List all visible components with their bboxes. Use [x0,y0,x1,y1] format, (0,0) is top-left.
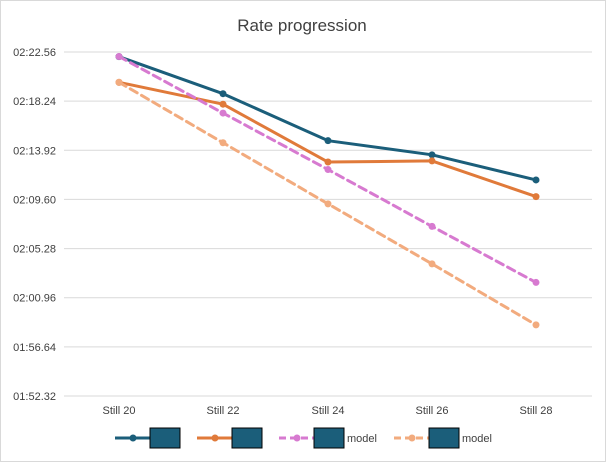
legend-swatch [149,427,181,449]
legend-marker [129,434,137,442]
data-point [324,158,332,166]
legend-label: model [347,433,377,445]
legend-entry [197,427,263,449]
y-tick-label: 02:00.96 [13,293,56,305]
data-point [428,151,436,159]
x-tick-label: Still 26 [415,405,448,417]
y-tick-label: 02:18.24 [13,96,56,108]
data-point [532,321,540,329]
data-point [324,166,332,174]
y-tick-label: 01:56.64 [13,342,56,354]
data-point [219,90,227,98]
x-tick-label: Still 22 [206,405,239,417]
data-point [324,137,332,145]
data-point [115,78,123,86]
data-point [324,200,332,208]
series-3 [115,52,540,286]
data-point [219,139,227,147]
legend-marker [293,434,301,442]
y-tick-label: 01:52.32 [13,391,56,403]
data-point [219,109,227,117]
x-tick-label: Still 24 [311,405,344,417]
data-point [428,157,436,165]
data-point [532,193,540,201]
legend-marker [211,434,219,442]
legend-swatch [428,427,460,449]
legend-entry [115,427,181,449]
data-point [115,52,123,60]
legend-label: model [462,433,492,445]
legend-entry: model [394,427,492,449]
data-point [532,176,540,184]
data-point [219,100,227,108]
series-4 [115,78,540,329]
chart-title: Rate progression [237,16,367,35]
y-tick-label: 02:22.56 [13,47,56,59]
legend-swatch [231,427,263,449]
data-point [428,222,436,230]
y-tick-label: 02:13.92 [13,145,56,157]
legend-entry: model [279,427,377,449]
x-tick-label: Still 28 [519,405,552,417]
x-axis-tick-labels: Still 20 Still 22 Still 24 Still 26 Still 28 [102,405,552,417]
legend: model model [115,427,492,449]
y-axis-tick-labels: 02:22.56 02:18.24 02:13.92 02:09.60 02:05.28… [13,47,56,403]
series-lines [115,52,540,329]
legend-swatch [313,427,345,449]
grid-lines [64,51,592,397]
y-tick-label: 02:09.60 [13,194,56,206]
y-tick-label: 02:05.28 [13,244,56,256]
x-tick-label: Still 20 [102,405,135,417]
data-point [428,260,436,268]
legend-marker [408,434,416,442]
data-point [532,278,540,286]
